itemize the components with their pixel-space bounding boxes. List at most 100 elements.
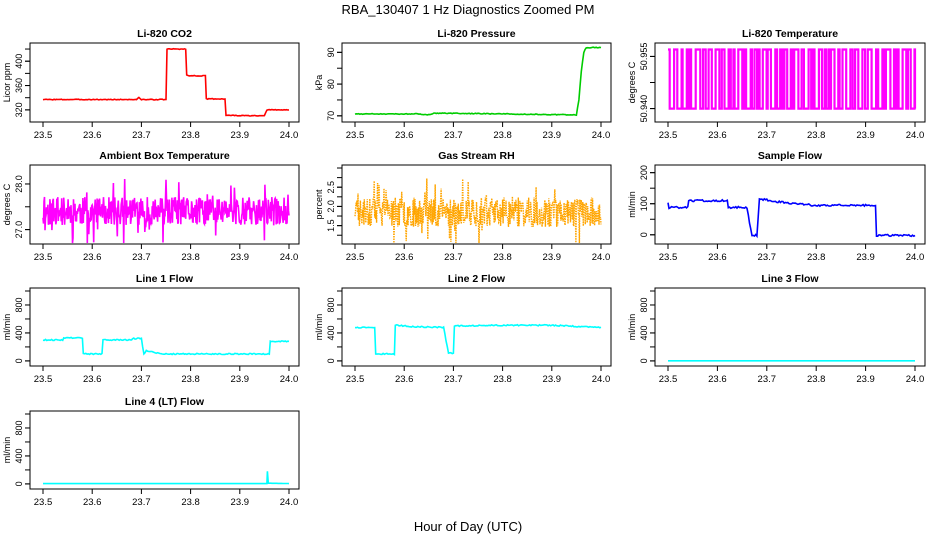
series-line <box>354 323 602 356</box>
x-tick-label: 24.0 <box>906 252 925 263</box>
panel-li-820-pressure: Li-820 Pressure kPa 23.5 23.6 23.7 23.8 23.9 24… <box>314 28 612 141</box>
x-tick-label: 23.9 <box>231 130 250 141</box>
series-line <box>354 46 602 117</box>
x-tick-label: 23.8 <box>807 374 826 385</box>
y-tick-label: 50.940 <box>639 95 649 123</box>
x-tick-label: 23.9 <box>856 252 875 263</box>
panel-title: Li-820 Temperature <box>742 28 838 40</box>
x-tick-label: 23.6 <box>83 252 102 263</box>
y-tick-label: 28.0 <box>14 175 24 193</box>
x-tick-label: 23.9 <box>856 130 875 141</box>
y-tick-label: 800 <box>639 297 649 312</box>
x-tick-label: 23.5 <box>34 497 53 508</box>
x-tick-label: 24.0 <box>280 374 299 385</box>
x-tick-label: 23.5 <box>34 130 53 141</box>
plot-frame <box>29 287 300 367</box>
x-tick-label: 23.8 <box>807 130 826 141</box>
panel-title: Line 1 Flow <box>136 273 194 285</box>
plot-frame <box>341 164 612 245</box>
y-tick-label: 400 <box>639 325 649 340</box>
series-line <box>667 197 916 239</box>
panel-ambient-box-temperature: Ambient Box Temperature degrees C 23.5 23.6… <box>2 150 300 263</box>
y-axis-label: ml/min <box>627 314 637 341</box>
x-tick-label: 23.7 <box>758 130 777 141</box>
x-tick-label: 23.6 <box>395 130 414 141</box>
panel-sample-flow: Sample Flow ml/min 23.5 23.6 23.7 23.8 23.9 24.… <box>627 150 926 263</box>
panel-title: Line 3 Flow <box>761 273 819 285</box>
panel-title: Line 2 Flow <box>448 273 506 285</box>
y-axis-label: percent <box>314 189 324 220</box>
y-tick-label: 100 <box>639 196 649 211</box>
x-tick-label: 23.7 <box>132 497 151 508</box>
x-tick-label: 23.8 <box>493 252 512 263</box>
x-tick-label: 24.0 <box>592 374 611 385</box>
x-tick-label: 24.0 <box>280 497 299 508</box>
x-tick-label: 23.8 <box>493 374 512 385</box>
panel-li-820-temperature: Li-820 Temperature degrees C 23.5 23.6 23.7 2… <box>627 28 926 141</box>
figure-title: RBA_130407 1 Hz Diagnostics Zoomed PM <box>342 2 595 17</box>
x-tick-label: 23.9 <box>856 374 875 385</box>
panel-title: Ambient Box Temperature <box>99 150 230 162</box>
y-tick-label: 50.955 <box>639 43 649 71</box>
figure-xlabel: Hour of Day (UTC) <box>414 519 522 534</box>
x-tick-label: 23.9 <box>231 252 250 263</box>
plot-frame <box>29 410 300 490</box>
x-tick-label: 23.7 <box>132 374 151 385</box>
series-line <box>42 336 290 356</box>
x-tick-label: 23.5 <box>346 374 365 385</box>
x-tick-label: 23.8 <box>181 252 200 263</box>
panel-line-3-flow: Line 3 Flow ml/min 23.5 23.6 23.7 23.8 23.9 24.… <box>627 273 926 385</box>
y-axis-label: ml/min <box>627 191 637 218</box>
y-axis-label: degrees C <box>627 61 637 103</box>
panel-line-4-lt-flow: Line 4 (LT) Flow ml/min 23.5 23.6 23.7 23.8 23… <box>2 396 300 508</box>
series-line <box>668 48 917 110</box>
y-tick-label: 800 <box>14 420 24 435</box>
x-tick-label: 23.8 <box>493 130 512 141</box>
y-tick-label: 0 <box>14 358 24 363</box>
y-axis-label: ml/min <box>2 437 12 464</box>
plot-frame <box>654 287 926 367</box>
x-tick-label: 23.7 <box>444 130 463 141</box>
x-tick-label: 24.0 <box>280 252 299 263</box>
plot-frame <box>29 164 300 245</box>
x-tick-label: 23.6 <box>83 497 102 508</box>
y-axis-label: Licor ppm <box>2 63 12 103</box>
x-tick-label: 23.6 <box>83 374 102 385</box>
x-tick-label: 23.5 <box>34 374 53 385</box>
y-tick-label: 800 <box>326 297 336 312</box>
x-tick-label: 23.6 <box>83 130 102 141</box>
y-tick-label: 2.0 <box>326 200 336 213</box>
panel-line-2-flow: Line 2 Flow ml/min 23.5 23.6 23.7 23.8 23.9 24.… <box>314 273 612 385</box>
panel-gas-stream-rh: Gas Stream RH percent 23.5 23.6 23.7 23.8 23.9… <box>314 150 612 263</box>
y-tick-label: 0 <box>14 481 24 486</box>
x-tick-label: 23.7 <box>444 374 463 385</box>
x-tick-label: 23.5 <box>34 252 53 263</box>
x-tick-label: 23.9 <box>231 497 250 508</box>
y-tick-label: 400 <box>14 325 24 340</box>
x-tick-label: 23.5 <box>659 130 678 141</box>
plot-frame <box>654 164 926 245</box>
x-tick-label: 24.0 <box>906 374 925 385</box>
x-tick-label: 23.5 <box>346 252 365 263</box>
plot-frame <box>341 42 612 123</box>
x-tick-label: 23.9 <box>543 130 562 141</box>
x-tick-label: 23.7 <box>758 252 777 263</box>
x-tick-label: 23.7 <box>132 252 151 263</box>
x-tick-label: 23.9 <box>231 374 250 385</box>
y-tick-label: 400 <box>326 325 336 340</box>
y-axis-label: ml/min <box>314 314 324 341</box>
y-tick-label: 1.5 <box>326 219 336 232</box>
x-tick-label: 23.8 <box>807 252 826 263</box>
x-tick-label: 23.5 <box>346 130 365 141</box>
y-tick-label: 360 <box>14 78 24 93</box>
y-tick-label: 2.5 <box>326 181 336 194</box>
series-line <box>42 178 290 244</box>
y-tick-label: 70 <box>326 111 336 121</box>
series-line <box>354 178 602 244</box>
x-tick-label: 23.8 <box>181 130 200 141</box>
x-tick-label: 24.0 <box>592 130 611 141</box>
x-tick-label: 23.8 <box>181 374 200 385</box>
y-axis-label: degrees C <box>2 183 12 225</box>
plot-frame <box>341 287 612 367</box>
